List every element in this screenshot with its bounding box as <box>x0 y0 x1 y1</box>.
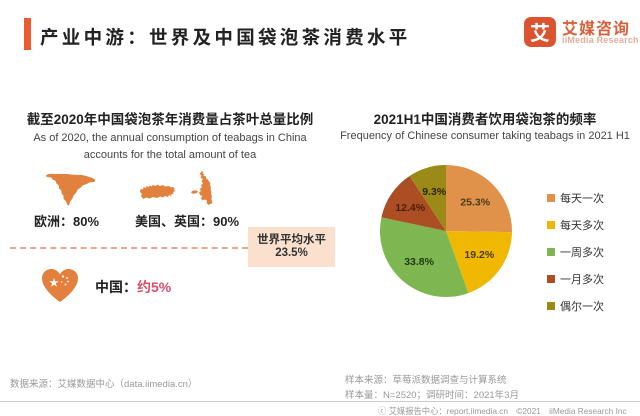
svg-text:艾: 艾 <box>530 17 550 46</box>
svg-text:9.3%: 9.3% <box>422 186 447 198</box>
svg-text:25.3%: 25.3% <box>460 196 490 208</box>
svg-text:12.4%: 12.4% <box>395 202 425 214</box>
svg-text:19.2%: 19.2% <box>464 249 494 261</box>
svg-text:33.8%: 33.8% <box>404 256 434 268</box>
